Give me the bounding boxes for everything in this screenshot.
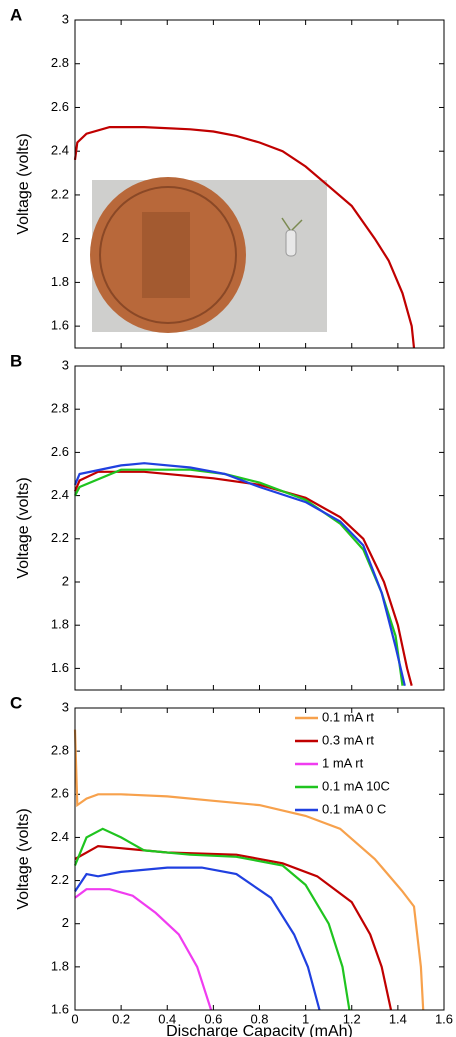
y-tick-label: 1.6 [51,660,69,675]
y-tick-label: 2 [62,573,69,588]
data-line [73,470,413,686]
plot-frame [74,365,445,691]
y-tick-label: 1.8 [51,958,69,973]
y-tick-label: 2.4 [51,829,69,844]
battery-lead [281,217,291,231]
y-tick-label: 3 [62,357,69,372]
x-tick-label: 1.2 [343,1011,361,1026]
legend-label: 0.1 mA 0 C [322,801,386,816]
y-tick-label: 2.8 [51,55,69,70]
y-tick-label: 2.6 [51,99,69,114]
y-tick-label: 2.6 [51,786,69,801]
data-line [73,462,406,686]
penny-rim [99,186,237,324]
plot-frame [74,707,445,1011]
x-tick-label: 0.2 [112,1011,130,1026]
panel-label: B [10,351,22,370]
y-tick-label: 1.6 [51,318,69,333]
battery-lead [291,219,303,231]
data-line [74,888,213,1011]
y-tick-label: 1.8 [51,274,69,289]
penny-relief [142,212,190,298]
y-axis-label: Voltage (volts) [15,477,32,578]
data-line [73,126,416,349]
y-tick-label: 1.6 [51,1001,69,1016]
x-tick-label: 0.6 [204,1011,222,1026]
y-axis-label: Voltage (volts) [15,133,32,234]
y-tick-label: 2 [62,230,69,245]
data-line [74,866,321,1011]
x-tick-label: 1 [302,1011,309,1026]
y-tick-label: 3 [62,699,69,714]
data-line [74,844,393,1011]
y-tick-label: 2.2 [51,872,69,887]
y-tick-label: 2.2 [51,530,69,545]
y-tick-label: 2.4 [51,487,69,502]
x-axis-label: Discharge Capacity (mAh) [166,1023,353,1037]
data-line [74,468,404,686]
y-tick-label: 1.8 [51,617,69,632]
y-axis-label: Voltage (volts) [15,808,32,909]
legend-label: 0.1 mA rt [322,709,374,724]
y-tick-label: 2.2 [51,186,69,201]
x-tick-label: 0.4 [158,1011,176,1026]
data-line [73,729,425,1011]
plot-frame [74,19,445,349]
y-tick-label: 2.8 [51,401,69,416]
legend-label: 0.1 mA 10C [322,778,390,793]
battery [285,229,297,257]
x-tick-label: 0 [71,1011,78,1026]
legend-label: 1 mA rt [322,755,364,770]
x-tick-label: 1.6 [435,1011,453,1026]
x-tick-label: 0.8 [250,1011,268,1026]
panel-label: C [10,693,22,712]
y-tick-label: 2.8 [51,743,69,758]
y-tick-label: 3 [62,11,69,26]
y-tick-label: 2.6 [51,444,69,459]
y-tick-label: 2.4 [51,143,69,158]
panel-label: A [10,5,22,24]
x-tick-label: 1.4 [389,1011,407,1026]
y-tick-label: 2 [62,915,69,930]
data-line [73,827,351,1011]
photo-inset [90,177,327,333]
legend-label: 0.3 mA rt [322,732,374,747]
